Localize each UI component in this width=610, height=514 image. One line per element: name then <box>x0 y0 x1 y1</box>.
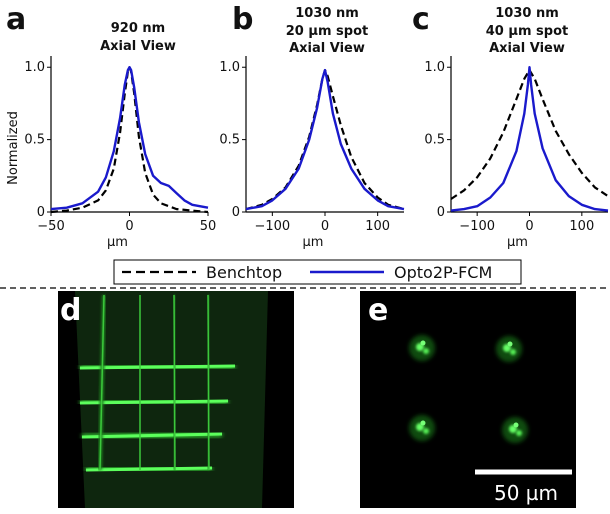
x-tick-label: 0 <box>125 219 133 234</box>
y-tick-label: 0 <box>437 205 445 220</box>
x-axis-label: µm <box>107 235 128 250</box>
legend-benchtop-label: Benchtop <box>206 263 282 282</box>
fluorescent-cell-spot <box>516 430 522 436</box>
panel-b-title-line-3: Axial View <box>289 41 365 56</box>
fluorescent-cell-spot <box>423 348 429 354</box>
x-tick-label: −50 <box>37 219 64 234</box>
grid-line-horizontal <box>79 399 229 405</box>
x-tick-label: 0 <box>321 219 329 234</box>
y-tick-label: 0.5 <box>24 133 45 148</box>
panel-a-title-line-1: 920 nm <box>111 21 165 36</box>
x-tick-label: −100 <box>459 219 495 234</box>
panel-letter-a: a <box>6 2 26 37</box>
panel-letter-b: b <box>232 2 253 37</box>
y-tick-label: 1.0 <box>424 60 445 75</box>
series-benchtop-line <box>245 68 405 211</box>
fluorescent-cell-spot <box>420 340 426 346</box>
y-tick-label: 1.0 <box>219 60 240 75</box>
panel-a-y-axis-label: Normalized <box>6 111 21 185</box>
y-tick-label: 0.5 <box>219 133 240 148</box>
chart-panel-c: −100 0 100 0 0.5 1.0 µm <box>424 56 609 250</box>
panel-e-image: e 50 µm <box>360 291 576 508</box>
x-tick-label: 100 <box>365 219 390 234</box>
legend: Benchtop Opto2P-FCM <box>113 259 522 285</box>
panel-c-title-line-2: 40 µm spot <box>486 24 568 39</box>
y-tick-label: 0.5 <box>424 133 445 148</box>
panel-b-title-line-1: 1030 nm <box>295 6 359 21</box>
panel-letter-c: c <box>412 2 430 37</box>
series-opto2p-fcm-line <box>450 65 609 212</box>
series-benchtop-line <box>50 66 209 214</box>
grid-line-horizontal <box>81 432 223 439</box>
y-tick-label: 1.0 <box>24 60 45 75</box>
grid-line-vertical <box>207 294 210 471</box>
y-tick-label: 0 <box>37 205 45 220</box>
panel-c-title-line-3: Axial View <box>489 41 565 56</box>
x-axis-label: µm <box>303 235 324 250</box>
panel-letter-d: d <box>60 293 81 328</box>
panel-c-title-line-1: 1030 nm <box>495 6 559 21</box>
legend-opto-label: Opto2P-FCM <box>394 263 492 282</box>
panel-d-image: d <box>58 291 294 508</box>
panel-e-background <box>360 291 576 508</box>
y-tick-label: 0 <box>232 205 240 220</box>
grid-line-horizontal <box>85 466 213 472</box>
panel-b-title: 1030 nm 20 µm spot Axial View <box>286 6 368 56</box>
panel-a-title: 920 nm Axial View <box>100 21 176 54</box>
panel-d-grid-pattern <box>79 294 236 474</box>
grid-line-vertical <box>173 294 176 471</box>
panel-b-title-line-2: 20 µm spot <box>286 24 368 39</box>
fluorescent-cell-spot <box>510 349 516 355</box>
fluorescent-cell-spot <box>513 422 519 428</box>
x-tick-label: 0 <box>525 219 533 234</box>
series-opto2p-fcm-line <box>245 68 405 211</box>
x-tick-label: 100 <box>569 219 594 234</box>
fluorescent-cell-spot <box>507 341 513 347</box>
panel-e-spots <box>409 335 528 443</box>
series-opto2p-fcm-line <box>50 65 209 211</box>
scale-bar-label: 50 µm <box>494 481 558 505</box>
x-axis-label: µm <box>507 235 528 250</box>
fluorescent-cell-spot <box>423 428 429 434</box>
panel-letter-e: e <box>368 293 388 328</box>
x-tick-label: 50 <box>200 219 217 234</box>
grid-line-vertical <box>99 294 105 471</box>
panel-a-title-line-2: Axial View <box>100 39 176 54</box>
series-benchtop-line <box>450 68 609 200</box>
x-tick-label: −100 <box>254 219 290 234</box>
panel-c-title: 1030 nm 40 µm spot Axial View <box>486 6 568 56</box>
fluorescent-cell-spot <box>420 420 426 426</box>
chart-panel-b: −100 0 100 0 0.5 1.0 µm <box>219 56 405 250</box>
